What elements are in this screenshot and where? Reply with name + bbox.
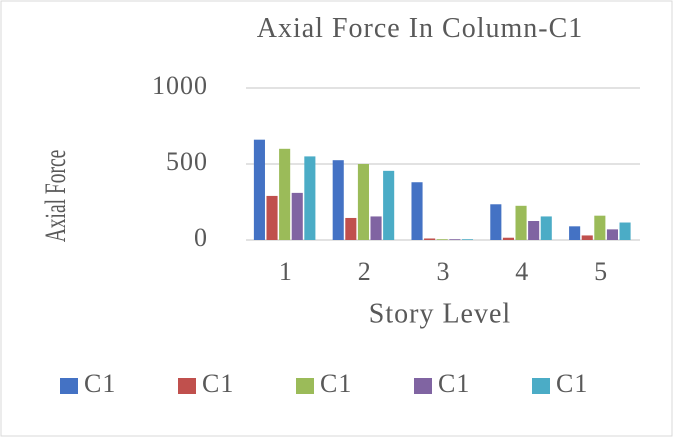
bar <box>304 156 316 240</box>
bar <box>253 139 265 240</box>
legend-label: C1 <box>320 369 352 398</box>
bar <box>581 235 593 240</box>
bar <box>291 192 303 240</box>
legend-swatch <box>414 378 432 394</box>
chart-title: Axial Force In Column-C1 <box>256 13 584 44</box>
x-tick-label: 1 <box>279 257 292 286</box>
x-tick-label: 4 <box>515 257 528 286</box>
legend-swatch <box>60 378 78 394</box>
legend-label: C1 <box>84 369 116 398</box>
y-tick-label: 0 <box>194 223 208 252</box>
bar <box>411 182 423 240</box>
bar <box>436 239 448 240</box>
legend-swatch <box>296 378 314 394</box>
bar <box>515 205 527 240</box>
legend-swatch <box>532 378 550 394</box>
x-tick-label: 2 <box>358 257 371 286</box>
bar <box>606 229 618 240</box>
bar <box>357 164 369 240</box>
x-axis-title: Story Level <box>369 298 511 329</box>
bar <box>594 215 606 240</box>
bar <box>345 217 357 240</box>
bar <box>449 239 461 240</box>
y-tick-label: 1000 <box>152 71 208 100</box>
y-tick-label: 500 <box>166 147 208 176</box>
bar <box>383 170 395 240</box>
bar <box>332 160 344 240</box>
legend-label: C1 <box>556 369 588 398</box>
x-tick-label: 5 <box>594 257 607 286</box>
bar <box>502 237 514 240</box>
bar <box>370 216 382 240</box>
bar <box>266 195 278 240</box>
y-axis-title: Axial Force <box>40 150 72 243</box>
bar <box>279 148 291 240</box>
bar <box>619 222 631 240</box>
legend-swatch <box>178 378 196 394</box>
bar <box>569 226 581 240</box>
bar <box>528 221 540 240</box>
legend-label: C1 <box>438 369 470 398</box>
legend-label: C1 <box>202 369 234 398</box>
bar <box>490 204 502 240</box>
bar <box>424 238 436 240</box>
x-tick-label: 3 <box>437 257 450 286</box>
bar <box>461 239 474 240</box>
bar <box>540 216 552 240</box>
